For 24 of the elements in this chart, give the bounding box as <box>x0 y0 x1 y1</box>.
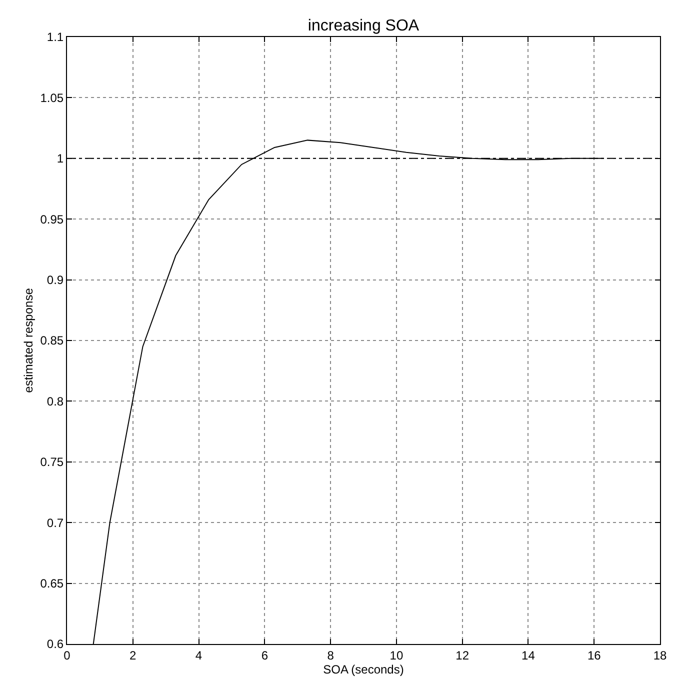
x-tick-label: 6 <box>261 648 268 662</box>
y-tick-label: 0.9 <box>46 273 64 287</box>
y-tick-label: 1.1 <box>46 30 64 44</box>
chart-title: increasing SOA <box>308 17 420 34</box>
y-tick-label: 0.95 <box>40 212 64 226</box>
x-tick-label: 16 <box>587 648 602 662</box>
y-tick-label: 1.05 <box>40 90 64 105</box>
y-tick-label: 0.7 <box>46 516 64 530</box>
y-axis-title: estimated response <box>22 288 36 393</box>
x-tick-label: 0 <box>64 648 71 662</box>
x-tick-label: 2 <box>130 648 137 662</box>
y-tick-label: 0.6 <box>46 637 64 652</box>
y-tick-label: 0.85 <box>40 334 64 348</box>
x-tick-label: 14 <box>522 648 536 662</box>
x-tick-label: 4 <box>195 648 202 662</box>
y-tick-label: 1 <box>56 152 64 166</box>
x-axis-title: SOA (seconds) <box>323 662 404 676</box>
x-tick-label: 8 <box>327 648 334 662</box>
x-tick-label: 10 <box>390 648 404 662</box>
x-tick-label: 12 <box>456 648 470 662</box>
x-tick-label: 18 <box>653 648 667 662</box>
y-tick-label: 0.75 <box>40 455 64 470</box>
y-tick-label: 0.8 <box>46 394 64 408</box>
y-tick-label: 0.65 <box>40 576 64 590</box>
